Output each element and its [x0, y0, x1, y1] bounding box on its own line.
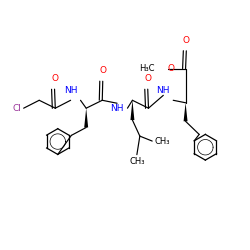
Text: NH: NH [156, 86, 170, 95]
Text: NH: NH [110, 104, 124, 113]
Text: O: O [51, 74, 58, 83]
Text: O: O [167, 64, 174, 73]
Text: O: O [99, 66, 106, 75]
Text: NH: NH [64, 86, 77, 95]
Polygon shape [130, 100, 134, 120]
Text: O: O [183, 36, 190, 46]
Text: O: O [144, 74, 151, 83]
Text: H₃C: H₃C [139, 64, 155, 73]
Text: CH₃: CH₃ [129, 157, 144, 166]
Text: Cl: Cl [12, 104, 21, 113]
Text: CH₃: CH₃ [155, 136, 170, 145]
Polygon shape [184, 103, 188, 121]
Polygon shape [84, 108, 88, 128]
